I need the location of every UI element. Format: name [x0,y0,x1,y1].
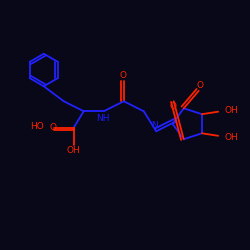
Text: O: O [169,102,176,111]
Text: OH: OH [224,132,238,141]
Text: O: O [49,123,56,132]
Text: HO: HO [30,122,44,131]
Text: NH: NH [96,114,109,123]
Text: OH: OH [224,106,238,115]
Text: O: O [196,81,203,90]
Text: OH: OH [67,146,80,155]
Text: O: O [119,71,126,80]
Text: N: N [152,120,158,130]
